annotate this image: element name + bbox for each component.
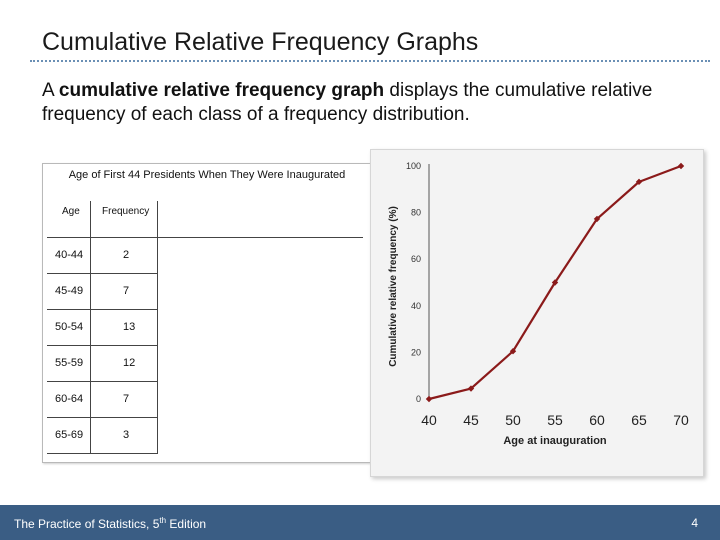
table-cell-frequency: 7 xyxy=(123,393,130,405)
table-header-age: Age xyxy=(62,206,80,217)
data-point xyxy=(467,385,475,392)
table-row-divider xyxy=(47,453,158,454)
table-cell-age: 55-59 xyxy=(55,357,84,369)
table-grid: Age Frequency 40-44 2 45-49 7 50-54 13 55-59 12 60… xyxy=(47,201,367,455)
table-title: Age of First 44 Presidents When They Wer… xyxy=(68,169,346,181)
footer-bar: The Practice of Statistics, 5th Edition … xyxy=(0,505,720,540)
table-header-frequency: Frequency xyxy=(102,206,150,217)
chart-panel: 0 20 40 60 80 100 40 45 50 55 60 65 70 Age at inaugur… xyxy=(370,149,704,477)
table-cell-frequency: 3 xyxy=(123,429,130,441)
y-tick-label: 40 xyxy=(411,301,421,311)
data-point xyxy=(593,215,601,223)
x-tick-label: 45 xyxy=(463,412,479,428)
x-tick-label: 40 xyxy=(421,412,437,428)
page-number: 4 xyxy=(691,516,698,530)
x-axis-label: Age at inauguration xyxy=(503,435,607,447)
body-text-end: displays the cumulative relative frequen… xyxy=(42,80,653,125)
footer-citation-sup: th xyxy=(159,516,167,525)
x-tick-label: 60 xyxy=(589,412,605,428)
table-header-divider xyxy=(47,237,363,238)
table-cell-frequency: 13 xyxy=(123,321,136,333)
data-point xyxy=(509,348,517,355)
data-point xyxy=(425,395,433,403)
y-tick-label: 100 xyxy=(406,161,421,171)
table-cell-frequency: 2 xyxy=(123,249,130,261)
data-point xyxy=(677,162,685,170)
frequency-table: Age of First 44 Presidents When They Wer… xyxy=(42,163,372,463)
x-tick-label: 65 xyxy=(631,412,647,428)
footer-citation-main: The Practice of Statistics, 5 xyxy=(14,517,160,531)
table-row-divider xyxy=(47,273,158,274)
table-row-divider xyxy=(47,381,158,382)
y-tick-label: 0 xyxy=(416,394,421,404)
y-tick-label: 80 xyxy=(411,208,421,218)
data-point xyxy=(635,178,643,186)
table-cell-age: 45-49 xyxy=(55,285,84,297)
table-row-divider xyxy=(47,309,158,310)
table-cell-age: 60-64 xyxy=(55,393,84,405)
footer-citation-edition: Edition xyxy=(166,517,207,531)
table-cell-frequency: 7 xyxy=(123,285,130,297)
body-text-start: A xyxy=(42,80,59,101)
table-row-divider xyxy=(47,345,158,346)
body-text-term: cumulative relative frequency graph xyxy=(58,80,385,101)
table-cell-age: 50-54 xyxy=(55,321,84,333)
table-col-divider xyxy=(90,201,91,453)
x-tick-label: 70 xyxy=(673,412,689,428)
y-tick-label: 20 xyxy=(411,347,421,357)
title-divider xyxy=(30,60,710,62)
table-col-divider xyxy=(157,201,158,453)
table-cell-frequency: 12 xyxy=(123,357,136,369)
y-axis-label: Cumulative relative frequency (%) xyxy=(388,206,399,367)
cumulative-frequency-chart: 0 20 40 60 80 100 40 45 50 55 60 65 70 Age at inaugur… xyxy=(388,161,689,447)
table-cell-age: 40-44 xyxy=(55,249,84,261)
y-tick-label: 60 xyxy=(411,254,421,264)
slide-title: Cumulative Relative Frequency Graphs xyxy=(42,28,479,56)
table-cell-age: 65-69 xyxy=(55,429,84,441)
data-point xyxy=(551,279,559,286)
body-text: A cumulative relative frequency graph di… xyxy=(42,79,682,127)
footer-citation: The Practice of Statistics, 5th Edition xyxy=(14,516,206,531)
x-tick-label: 55 xyxy=(547,412,563,428)
table-row-divider xyxy=(47,417,158,418)
x-tick-label: 50 xyxy=(505,412,521,428)
